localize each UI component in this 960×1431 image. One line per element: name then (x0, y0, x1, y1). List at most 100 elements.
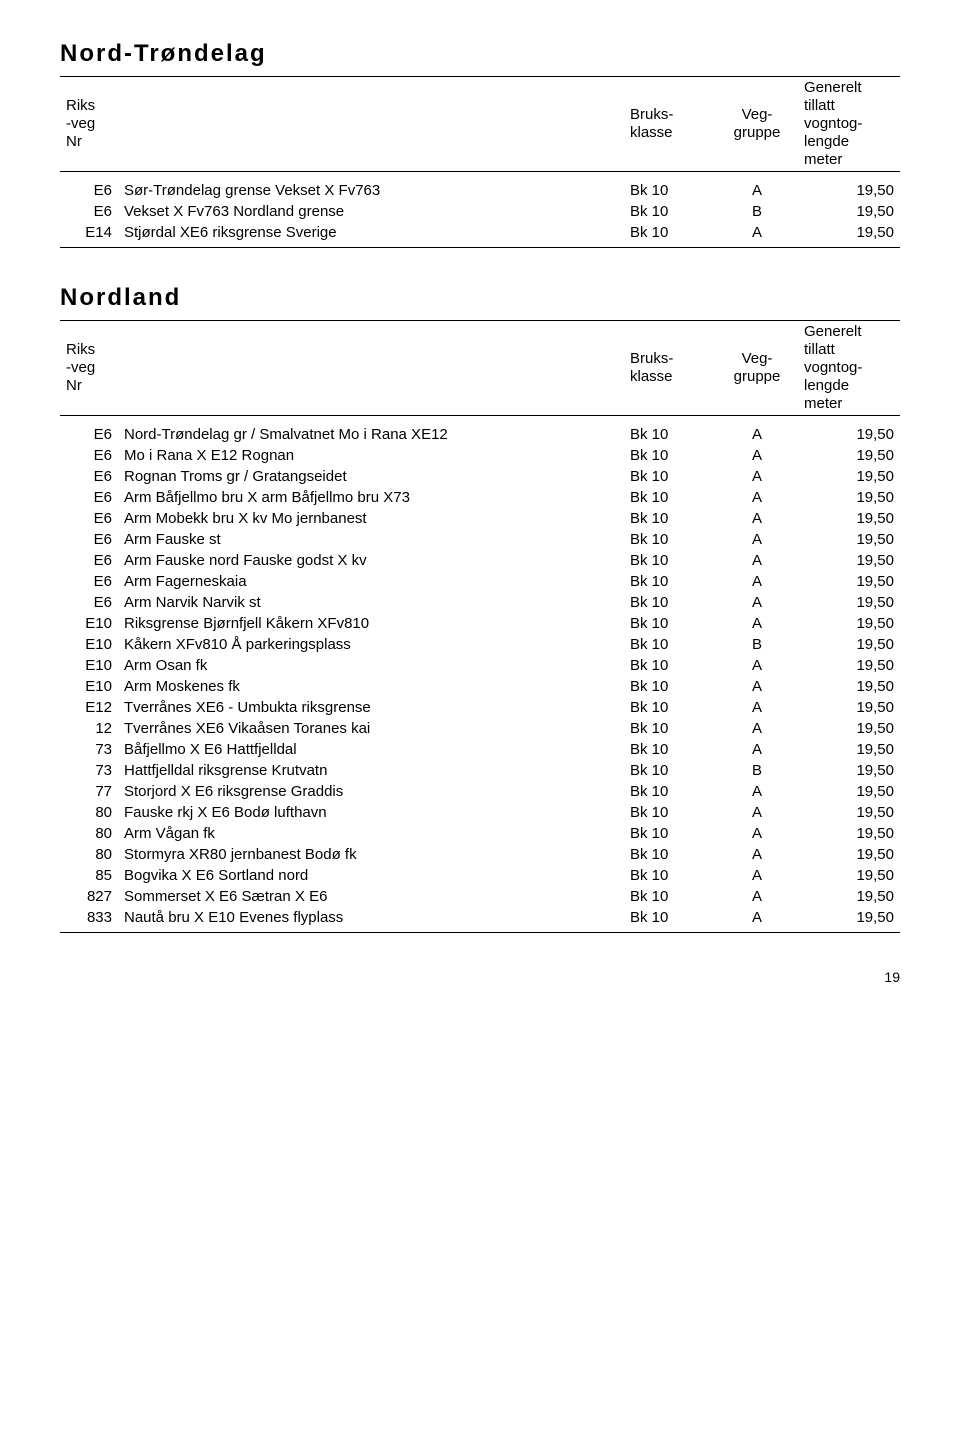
cell-vg: A (716, 592, 798, 613)
table-row: 77Storjord X E6 riksgrense GraddisBk 10A… (60, 781, 900, 802)
cell-desc: Vekset X Fv763 Nordland grense (118, 201, 624, 222)
cell-nr: E6 (60, 201, 118, 222)
cell-nr: E6 (60, 445, 118, 466)
table-row: E10Kåkern XFv810 Å parkeringsplassBk 10B… (60, 634, 900, 655)
cell-bk: Bk 10 (624, 613, 716, 634)
cell-vg: A (716, 844, 798, 865)
cell-desc: Arm Vågan fk (118, 823, 624, 844)
cell-vg: B (716, 634, 798, 655)
table-row: E10Arm Moskenes fkBk 10A19,50 (60, 676, 900, 697)
table-row: E6Vekset X Fv763 Nordland grenseBk 10B19… (60, 201, 900, 222)
column-header-nr: Riks-vegNr (60, 321, 118, 416)
cell-nr: E6 (60, 416, 118, 446)
cell-bk: Bk 10 (624, 739, 716, 760)
cell-len: 19,50 (798, 172, 900, 202)
cell-bk: Bk 10 (624, 571, 716, 592)
cell-len: 19,50 (798, 613, 900, 634)
cell-nr: E6 (60, 466, 118, 487)
cell-desc: Fauske rkj X E6 Bodø lufthavn (118, 802, 624, 823)
road-table: Riks-vegNrBruks-klasseVeg-gruppeGenerelt… (60, 76, 900, 248)
cell-bk: Bk 10 (624, 445, 716, 466)
cell-vg: A (716, 655, 798, 676)
cell-vg: A (716, 550, 798, 571)
cell-len: 19,50 (798, 222, 900, 248)
region-title: Nordland (60, 284, 900, 312)
cell-bk: Bk 10 (624, 802, 716, 823)
cell-desc: Tverrånes XE6 Vikaåsen Toranes kai (118, 718, 624, 739)
cell-bk: Bk 10 (624, 865, 716, 886)
cell-vg: A (716, 222, 798, 248)
cell-len: 19,50 (798, 634, 900, 655)
cell-len: 19,50 (798, 416, 900, 446)
cell-len: 19,50 (798, 445, 900, 466)
cell-bk: Bk 10 (624, 508, 716, 529)
cell-vg: A (716, 571, 798, 592)
cell-nr: E10 (60, 676, 118, 697)
cell-nr: E10 (60, 655, 118, 676)
cell-bk: Bk 10 (624, 676, 716, 697)
table-row: E6Nord-Trøndelag gr / Smalvatnet Mo i Ra… (60, 416, 900, 446)
cell-nr: E6 (60, 487, 118, 508)
column-header-nr: Riks-vegNr (60, 77, 118, 172)
table-row: 80Arm Vågan fkBk 10A19,50 (60, 823, 900, 844)
cell-vg: A (716, 613, 798, 634)
cell-vg: A (716, 823, 798, 844)
cell-len: 19,50 (798, 886, 900, 907)
cell-vg: A (716, 697, 798, 718)
cell-nr: E10 (60, 634, 118, 655)
cell-bk: Bk 10 (624, 550, 716, 571)
column-header-len: Generelttillattvogntog-lengdemeter (798, 321, 900, 416)
table-row: 85Bogvika X E6 Sortland nordBk 10A19,50 (60, 865, 900, 886)
cell-bk: Bk 10 (624, 823, 716, 844)
cell-desc: Nord-Trøndelag gr / Smalvatnet Mo i Rana… (118, 416, 624, 446)
cell-desc: Riksgrense Bjørnfjell Kåkern XFv810 (118, 613, 624, 634)
cell-bk: Bk 10 (624, 222, 716, 248)
cell-bk: Bk 10 (624, 907, 716, 933)
region-title: Nord-Trøndelag (60, 40, 900, 68)
cell-len: 19,50 (798, 781, 900, 802)
cell-len: 19,50 (798, 550, 900, 571)
cell-nr: E6 (60, 508, 118, 529)
cell-desc: Rognan Troms gr / Gratangseidet (118, 466, 624, 487)
cell-nr: E6 (60, 550, 118, 571)
table-row: E6Arm Båfjellmo bru X arm Båfjellmo bru … (60, 487, 900, 508)
cell-desc: Sommerset X E6 Sætran X E6 (118, 886, 624, 907)
cell-len: 19,50 (798, 508, 900, 529)
table-row: E14Stjørdal XE6 riksgrense SverigeBk 10A… (60, 222, 900, 248)
cell-desc: Arm Fagerneskaia (118, 571, 624, 592)
column-header-bk: Bruks-klasse (624, 77, 716, 172)
cell-len: 19,50 (798, 697, 900, 718)
table-row: E6Sør-Trøndelag grense Vekset X Fv763Bk … (60, 172, 900, 202)
cell-bk: Bk 10 (624, 172, 716, 202)
cell-vg: A (716, 865, 798, 886)
table-row: E10Arm Osan fkBk 10A19,50 (60, 655, 900, 676)
cell-desc: Bogvika X E6 Sortland nord (118, 865, 624, 886)
column-header-vg: Veg-gruppe (716, 77, 798, 172)
cell-nr: 85 (60, 865, 118, 886)
table-row: E6Arm Fauske stBk 10A19,50 (60, 529, 900, 550)
cell-nr: E6 (60, 592, 118, 613)
table-row: 827Sommerset X E6 Sætran X E6Bk 10A19,50 (60, 886, 900, 907)
cell-vg: A (716, 739, 798, 760)
cell-vg: A (716, 529, 798, 550)
table-row: E6Arm FagerneskaiaBk 10A19,50 (60, 571, 900, 592)
cell-bk: Bk 10 (624, 697, 716, 718)
cell-len: 19,50 (798, 760, 900, 781)
cell-nr: E6 (60, 571, 118, 592)
table-row: E6Arm Narvik Narvik stBk 10A19,50 (60, 592, 900, 613)
table-row: E6Arm Mobekk bru X kv Mo jernbanestBk 10… (60, 508, 900, 529)
cell-nr: 80 (60, 802, 118, 823)
road-table: Riks-vegNrBruks-klasseVeg-gruppeGenerelt… (60, 320, 900, 933)
cell-bk: Bk 10 (624, 886, 716, 907)
cell-vg: B (716, 201, 798, 222)
cell-desc: Nautå bru X E10 Evenes flyplass (118, 907, 624, 933)
table-row: E6Arm Fauske nord Fauske godst X kvBk 10… (60, 550, 900, 571)
cell-nr: E6 (60, 172, 118, 202)
table-row: E10Riksgrense Bjørnfjell Kåkern XFv810Bk… (60, 613, 900, 634)
cell-desc: Stormyra XR80 jernbanest Bodø fk (118, 844, 624, 865)
cell-nr: 80 (60, 823, 118, 844)
cell-desc: Sør-Trøndelag grense Vekset X Fv763 (118, 172, 624, 202)
cell-bk: Bk 10 (624, 487, 716, 508)
cell-desc: Arm Osan fk (118, 655, 624, 676)
cell-bk: Bk 10 (624, 466, 716, 487)
